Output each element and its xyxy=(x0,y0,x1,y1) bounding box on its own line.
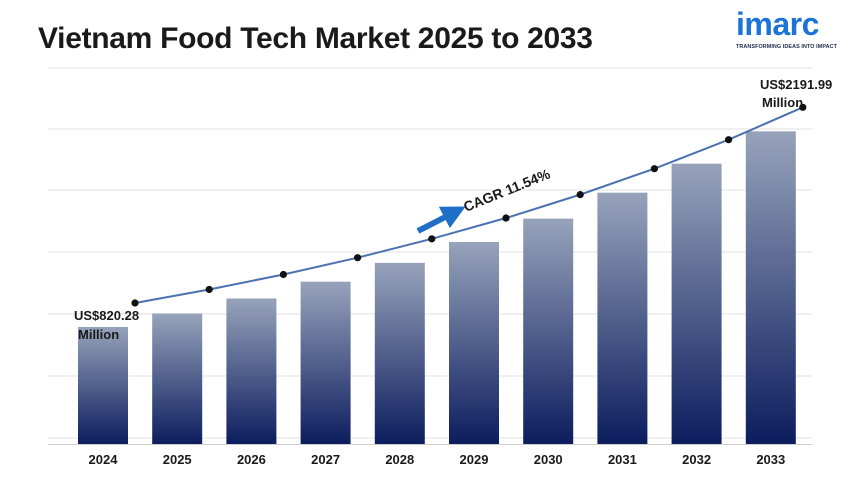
imarc-logo: imarc TRANSFORMING IDEAS INTO IMPACT xyxy=(736,4,844,54)
bar-2026 xyxy=(226,298,277,444)
page-title: Vietnam Food Tech Market 2025 to 2033 xyxy=(38,22,593,55)
bar-2025 xyxy=(152,313,203,444)
trend-marker-2024 xyxy=(131,299,139,307)
x-tick-label: 2026 xyxy=(237,452,266,467)
trend-marker-2033 xyxy=(799,103,807,111)
x-tick-label: 2027 xyxy=(311,452,340,467)
x-tick-label: 2030 xyxy=(534,452,563,467)
start-value-label: US$820.28 xyxy=(74,308,139,323)
x-tick-label: 2031 xyxy=(608,452,637,467)
trend-marker-2032 xyxy=(725,136,733,144)
x-tick-label: 2033 xyxy=(756,452,785,467)
trend-line xyxy=(134,106,804,304)
bar-2027 xyxy=(300,281,351,444)
bar-2030 xyxy=(523,218,574,444)
bar-2032 xyxy=(671,163,722,445)
trend-marker-2029 xyxy=(502,214,510,222)
x-axis-ticks: 2024 2025 2026 2027 2028 2029 2030 2031 2032 2033 xyxy=(48,444,812,467)
trend-marker-2028 xyxy=(428,235,436,243)
trend-marker-2030 xyxy=(576,191,584,199)
trend-marker-2025 xyxy=(205,285,213,294)
x-tick-label: 2024 xyxy=(89,452,119,467)
x-tick-label: 2032 xyxy=(682,452,711,467)
bar-2033 xyxy=(745,131,796,444)
bar-2029 xyxy=(449,242,499,444)
trend-line-group xyxy=(131,103,807,307)
bar-2028 xyxy=(374,262,425,444)
cagr-arrow xyxy=(416,206,466,234)
end-unit-label: Million xyxy=(762,95,803,110)
bar-2031 xyxy=(597,192,648,444)
x-tick-label: 2029 xyxy=(460,452,489,467)
trend-marker-2031 xyxy=(650,165,659,173)
logo-tagline: TRANSFORMING IDEAS INTO IMPACT xyxy=(736,44,838,50)
end-value-label: US$2191.99 xyxy=(760,77,832,92)
trend-marker-2026 xyxy=(279,270,287,279)
start-unit-label: Million xyxy=(78,327,119,342)
x-tick-label: 2028 xyxy=(385,452,414,467)
trend-marker-2027 xyxy=(354,254,362,262)
bars xyxy=(78,131,796,445)
bar-2024 xyxy=(78,326,128,444)
logo-wordmark: imarc xyxy=(736,6,819,42)
x-tick-label: 2025 xyxy=(163,452,192,467)
